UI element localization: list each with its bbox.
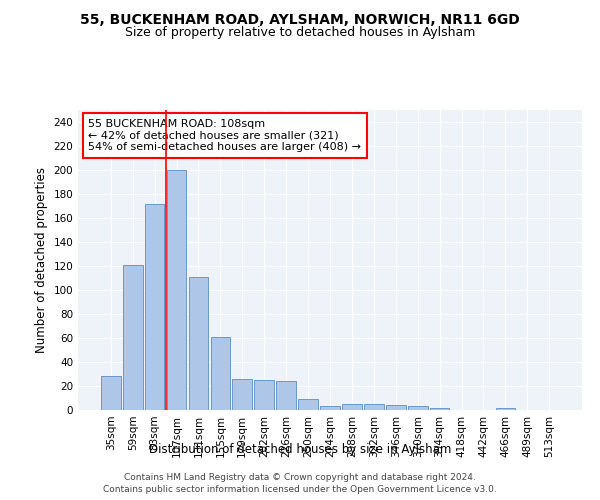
Bar — [496, 408, 515, 410]
Bar — [123, 265, 143, 410]
Bar — [232, 379, 252, 410]
Text: Distribution of detached houses by size in Aylsham: Distribution of detached houses by size … — [149, 442, 451, 456]
Bar — [430, 408, 449, 410]
Text: Contains public sector information licensed under the Open Government Licence v3: Contains public sector information licen… — [103, 485, 497, 494]
Y-axis label: Number of detached properties: Number of detached properties — [35, 167, 48, 353]
Bar — [276, 381, 296, 410]
Bar — [101, 376, 121, 410]
Bar — [145, 204, 164, 410]
Text: 55 BUCKENHAM ROAD: 108sqm
← 42% of detached houses are smaller (321)
54% of semi: 55 BUCKENHAM ROAD: 108sqm ← 42% of detac… — [88, 119, 361, 152]
Bar — [188, 277, 208, 410]
Bar — [167, 170, 187, 410]
Bar — [298, 399, 318, 410]
Bar — [408, 406, 428, 410]
Bar — [386, 405, 406, 410]
Bar — [342, 404, 362, 410]
Bar — [320, 406, 340, 410]
Text: Size of property relative to detached houses in Aylsham: Size of property relative to detached ho… — [125, 26, 475, 39]
Text: Contains HM Land Registry data © Crown copyright and database right 2024.: Contains HM Land Registry data © Crown c… — [124, 472, 476, 482]
Text: 55, BUCKENHAM ROAD, AYLSHAM, NORWICH, NR11 6GD: 55, BUCKENHAM ROAD, AYLSHAM, NORWICH, NR… — [80, 12, 520, 26]
Bar — [254, 380, 274, 410]
Bar — [364, 404, 384, 410]
Bar — [211, 337, 230, 410]
